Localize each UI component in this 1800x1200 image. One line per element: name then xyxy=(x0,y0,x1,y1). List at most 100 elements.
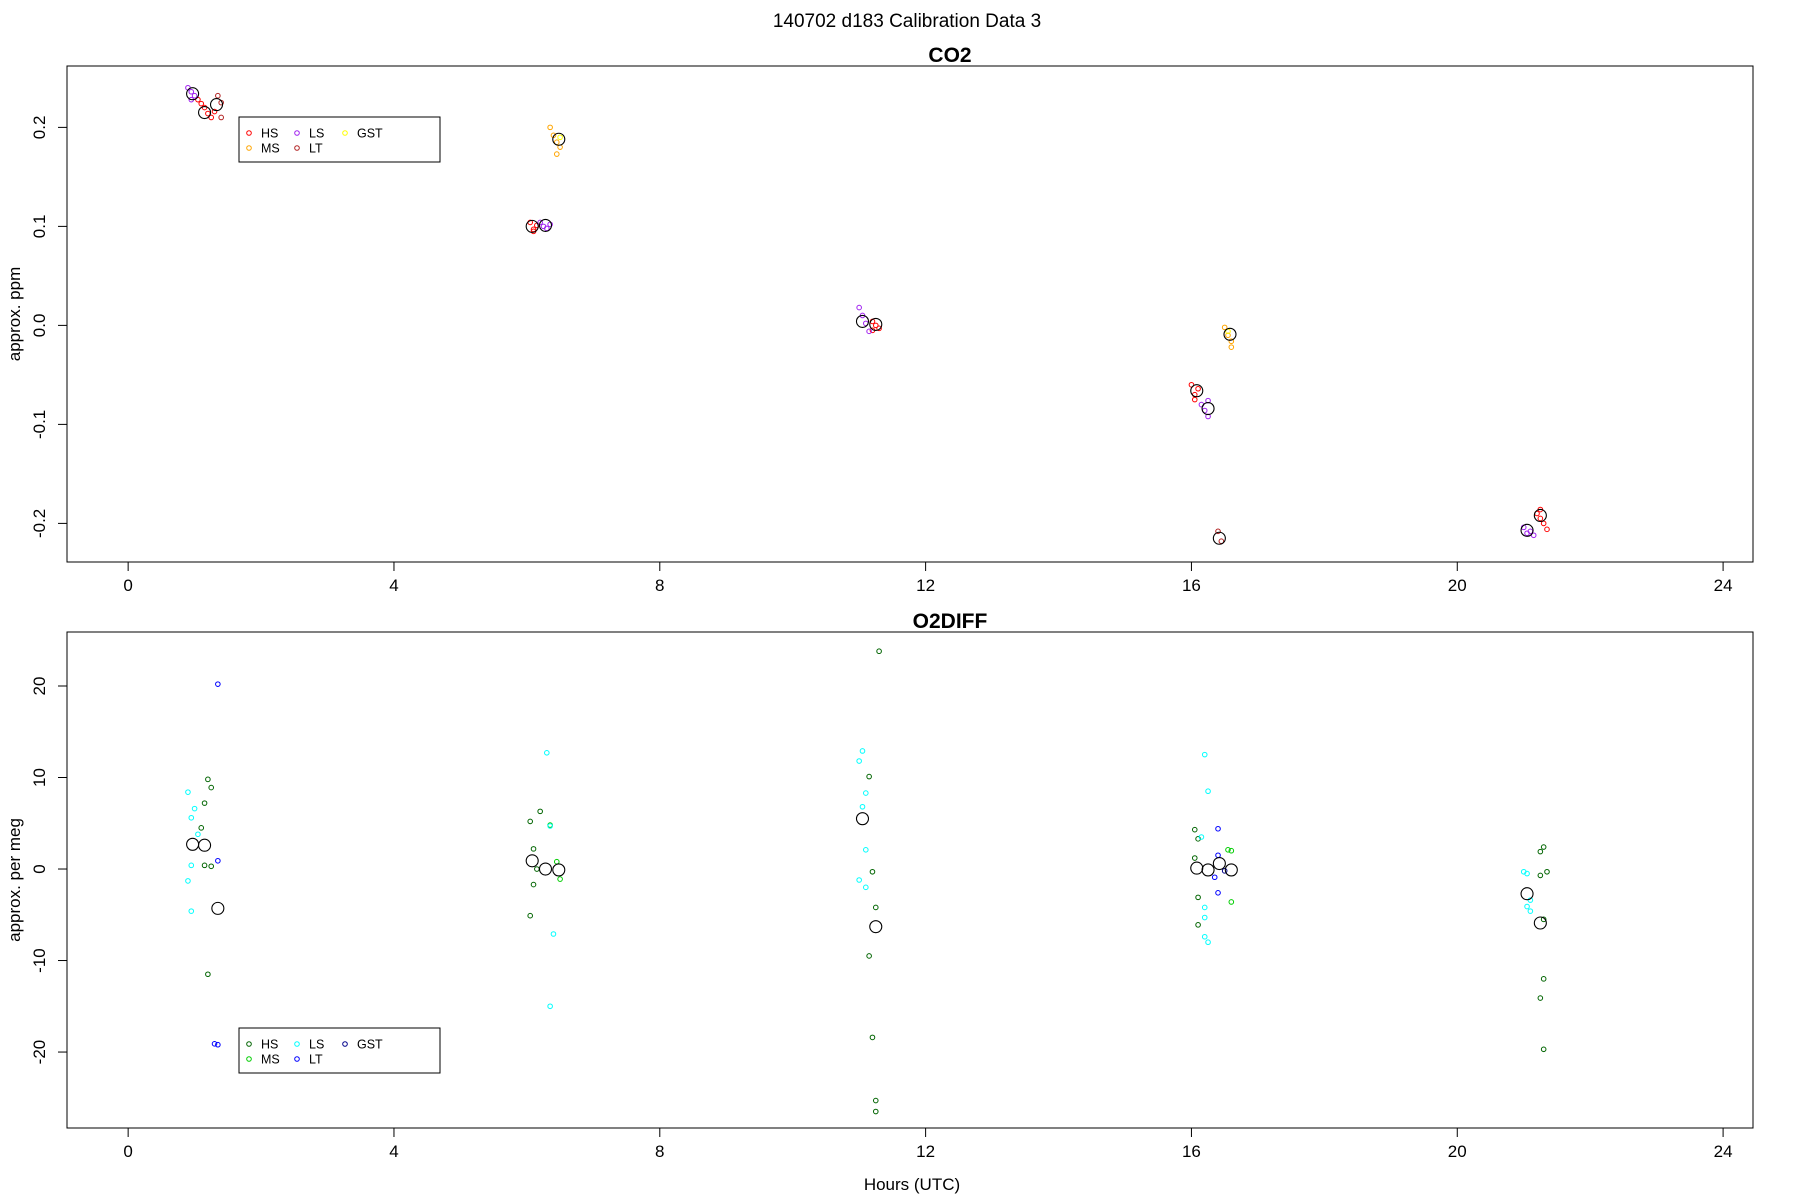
o2diff-point-ls xyxy=(544,749,550,756)
o2diff-x-axis-label: Hours (UTC) xyxy=(864,1175,960,1194)
o2diff-x-tick-label: 16 xyxy=(1182,1142,1201,1161)
o2diff-mean-marker xyxy=(1190,861,1204,875)
co2-point-ms xyxy=(1228,338,1235,345)
o2diff-point-hs xyxy=(205,971,211,978)
o2diff-mean-marker xyxy=(1201,863,1215,877)
o2diff-point-ls xyxy=(1524,870,1530,877)
o2diff-point-lt xyxy=(215,857,221,864)
co2-legend-label-lt: LT xyxy=(309,142,323,156)
o2diff-point-ls xyxy=(1201,933,1208,940)
co2-point-ls xyxy=(866,328,872,335)
co2-point-hs xyxy=(1195,385,1201,392)
o2diff-point-ms xyxy=(1225,847,1231,853)
o2diff-mean-marker xyxy=(525,854,539,868)
co2-y-tick-label: 0.1 xyxy=(30,215,49,239)
o2diff-point-gst xyxy=(1221,868,1228,874)
o2diff-point-hs xyxy=(527,912,534,919)
o2diff-legend-box xyxy=(238,1027,441,1074)
co2-mean-marker xyxy=(1190,384,1204,398)
co2-mean-marker xyxy=(1201,401,1215,416)
co2-legend-box xyxy=(238,116,441,163)
co2-mean-marker xyxy=(538,218,553,232)
co2-point-hs xyxy=(530,226,537,233)
co2-mean-marker xyxy=(1533,508,1547,523)
o2diff-mean-marker xyxy=(1224,863,1238,877)
co2-mean-marker xyxy=(198,105,212,120)
co2-point-ls xyxy=(1530,532,1537,539)
o2diff-x-tick-label: 12 xyxy=(916,1142,935,1161)
o2diff-y-tick-label: 10 xyxy=(30,768,49,787)
o2diff-point-ls xyxy=(1205,939,1211,946)
o2diff-point-hs xyxy=(208,784,215,791)
co2-x-tick-label: 0 xyxy=(123,576,132,595)
o2diff-point-hs xyxy=(872,904,879,911)
co2-point-ls xyxy=(544,225,550,232)
co2-mean-marker xyxy=(1520,523,1534,537)
co2-legend-label-hs: HS xyxy=(261,127,278,141)
co2-point-ms xyxy=(1228,344,1235,350)
o2diff-point-lt xyxy=(1215,890,1221,896)
co2-y-tick-label: 0.2 xyxy=(30,116,49,140)
o2diff-point-hs xyxy=(1191,855,1198,861)
o2diff-point-hs xyxy=(869,1034,876,1041)
o2diff-point-hs xyxy=(866,953,872,959)
co2-x-tick-label: 20 xyxy=(1448,576,1467,595)
o2diff-mean-marker xyxy=(1533,916,1547,930)
o2diff-y-tick-label: -10 xyxy=(30,948,49,973)
o2diff-point-hs xyxy=(201,862,208,869)
co2-point-hs xyxy=(1191,396,1198,403)
o2diff-point-hs xyxy=(208,863,215,870)
co2-legend-marker-hs xyxy=(246,130,252,136)
o2diff-point-ls xyxy=(1201,904,1208,911)
o2diff-y-tick-label: 20 xyxy=(30,677,49,696)
o2diff-point-ls xyxy=(856,877,862,883)
o2diff-legend-marker-ls xyxy=(294,1041,300,1047)
co2-panel: CO2 0 4 8 12 16 20 24 -0.2 -0.1 0.0 0.1 0.2 approx. p… xyxy=(5,44,1754,595)
o2diff-y-tick-label: -20 xyxy=(30,1040,49,1065)
co2-legend-label-ms: MS xyxy=(261,142,280,156)
o2diff-point-hs xyxy=(201,800,208,806)
co2-legend-marker-ls xyxy=(294,130,300,136)
co2-point-ms xyxy=(547,124,553,131)
o2diff-mean-marker xyxy=(855,812,870,826)
o2diff-point-ls xyxy=(859,803,866,810)
o2diff-legend-marker-lt xyxy=(294,1056,300,1062)
o2diff-point-lt xyxy=(211,1041,218,1047)
co2-point-ls xyxy=(856,304,862,311)
o2diff-point-hs xyxy=(1540,844,1547,850)
o2diff-point-hs xyxy=(876,648,882,655)
co2-point-ls xyxy=(191,92,198,99)
co2-point-gst xyxy=(557,134,563,141)
o2diff-point-ls xyxy=(1524,903,1530,910)
o2diff-point-hs xyxy=(1195,894,1201,901)
o2diff-point-ls xyxy=(863,790,869,796)
o2diff-point-hs xyxy=(872,1097,879,1104)
o2diff-mean-marker xyxy=(186,837,200,851)
co2-mean-marker xyxy=(869,317,883,331)
o2diff-point-lt xyxy=(215,681,221,687)
o2diff-point-ms xyxy=(1228,899,1235,905)
co2-point-lt xyxy=(218,114,224,121)
o2diff-x-tick-label: 4 xyxy=(389,1142,398,1161)
o2diff-legend-label-ms: MS xyxy=(261,1053,280,1067)
o2diff-y-tick-label: 0 xyxy=(30,864,49,873)
o2diff-point-hs xyxy=(205,776,211,783)
o2diff-point-hs xyxy=(1191,826,1198,833)
o2diff-point-lt xyxy=(215,1041,221,1048)
co2-x-tick-label: 12 xyxy=(916,576,935,595)
o2diff-point-hs xyxy=(530,846,537,852)
co2-x-tick-label: 16 xyxy=(1182,576,1201,595)
o2diff-point-hs xyxy=(1537,872,1544,879)
co2-point-hs xyxy=(872,322,879,329)
o2diff-point-ls xyxy=(863,847,869,853)
co2-point-ms xyxy=(1221,324,1228,331)
co2-point-lt xyxy=(1215,528,1221,535)
co2-legend-marker-ms xyxy=(246,145,252,151)
co2-legend-label-gst: GST xyxy=(357,127,383,141)
co2-point-hs xyxy=(198,100,205,107)
o2diff-point-ls xyxy=(185,878,191,884)
o2diff-point-hs xyxy=(198,825,205,831)
o2diff-point-lt xyxy=(1215,825,1221,832)
